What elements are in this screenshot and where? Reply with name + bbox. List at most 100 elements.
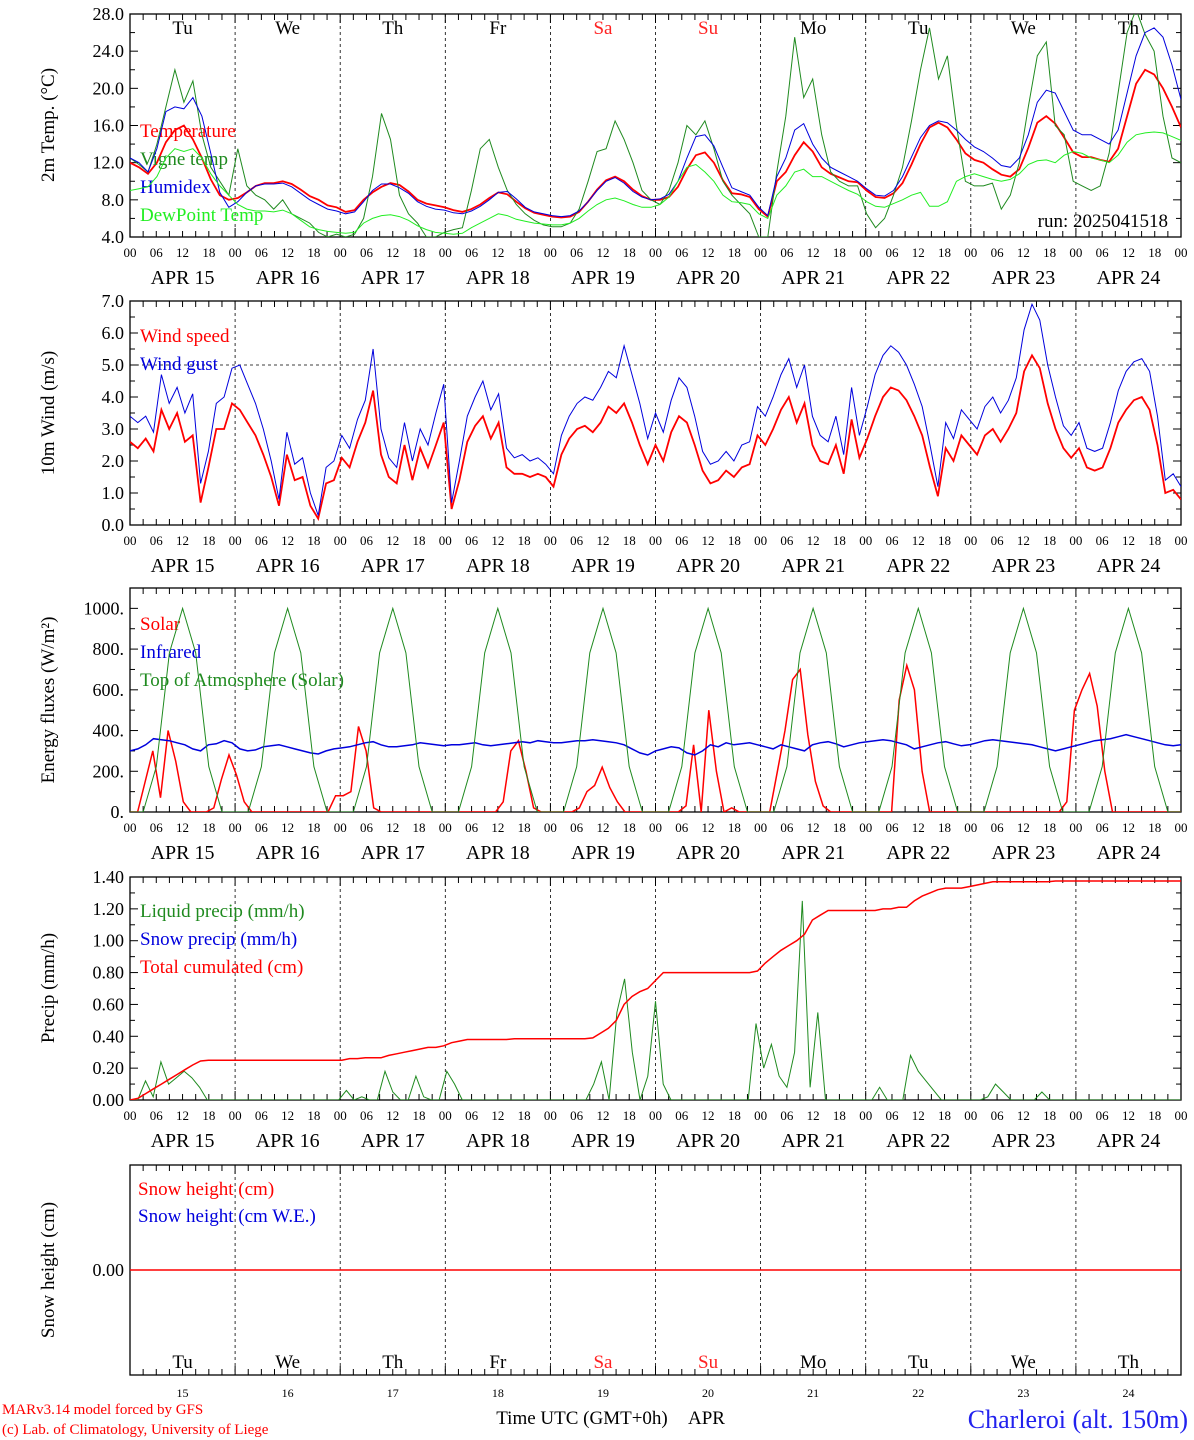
- y-tick-label: 0.40: [93, 1026, 125, 1046]
- hour-tick-label: 00: [229, 1108, 242, 1123]
- hour-tick-label: 18: [1148, 820, 1161, 835]
- day-name-label: Su: [698, 18, 719, 39]
- hour-tick-label: 00: [439, 820, 452, 835]
- hour-tick-label: 18: [202, 1108, 215, 1123]
- hour-tick-label: 18: [307, 1108, 320, 1123]
- hour-tick-label: 06: [780, 820, 794, 835]
- date-label: APR 19: [571, 267, 635, 289]
- hour-tick-label: 06: [360, 1108, 374, 1123]
- series-line: [130, 900, 1181, 1100]
- hour-tick-label: 00: [334, 533, 347, 548]
- hour-tick-label: 12: [491, 1108, 504, 1123]
- hour-tick-label: 18: [833, 245, 846, 260]
- day-name-label: Mo: [800, 1352, 826, 1373]
- hour-tick-label: 18: [518, 1108, 531, 1123]
- hour-tick-label: 06: [780, 245, 794, 260]
- hour-tick-label: 06: [150, 245, 164, 260]
- y-tick-label: 0.60: [93, 994, 125, 1014]
- hour-tick-label: 18: [307, 245, 320, 260]
- hour-tick-label: 00: [964, 245, 977, 260]
- hour-tick-label: 12: [281, 1108, 294, 1123]
- hour-tick-label: 00: [754, 533, 767, 548]
- hour-tick-label: 06: [570, 245, 584, 260]
- day-name-label: We: [1011, 18, 1036, 39]
- day-name-label: We: [1011, 1352, 1036, 1373]
- hour-tick-label: 12: [1122, 1108, 1135, 1123]
- date-label: APR 16: [256, 555, 320, 577]
- hour-tick-label: 12: [596, 1108, 609, 1123]
- hour-tick-label: 06: [675, 1108, 689, 1123]
- hour-tick-label: 06: [885, 533, 899, 548]
- day-name-label: Tu: [172, 18, 193, 39]
- day-name-label: Fr: [489, 18, 507, 39]
- footer-lab-credit: (c) Lab. of Climatology, University of L…: [2, 1422, 269, 1438]
- y-tick-label: 3.0: [102, 419, 125, 439]
- hour-tick-label: 00: [649, 245, 662, 260]
- series-line: [130, 353, 1181, 521]
- series-line: [130, 302, 1181, 516]
- hour-tick-label: 06: [255, 245, 269, 260]
- hour-tick-label: 18: [518, 533, 531, 548]
- date-label: APR 22: [886, 842, 950, 864]
- station-title: Charleroi (alt. 150m): [968, 1405, 1188, 1434]
- hour-tick-label: 18: [623, 820, 636, 835]
- day-name-label: Th: [382, 18, 404, 39]
- y-tick-label: 2.0: [102, 451, 125, 471]
- panel-snow: 0.00 Snow height (cm) Snow height (cm) Snow…: [38, 1164, 1182, 1400]
- date-label: APR 16: [256, 267, 320, 289]
- hour-tick-label: 12: [912, 1108, 925, 1123]
- y-tick-label: 28.0: [93, 4, 125, 24]
- day-name-label: Sa: [593, 18, 613, 39]
- date-label: APR 16: [256, 1130, 320, 1152]
- legend-entry: Top of Atmosphere (Solar): [140, 670, 344, 691]
- legend-entry: Liquid precip (mm/h): [140, 901, 305, 922]
- date-number-label: 18: [492, 1386, 504, 1400]
- date-label: APR 22: [886, 555, 950, 577]
- hour-tick-label: 18: [1043, 820, 1056, 835]
- hour-tick-label: 18: [938, 245, 951, 260]
- date-label: APR 15: [151, 842, 215, 864]
- y-tick-label: 12.0: [93, 153, 125, 173]
- hour-tick-label: 12: [491, 245, 504, 260]
- date-label: APR 23: [991, 555, 1055, 577]
- hour-tick-label: 00: [229, 533, 242, 548]
- date-number-label: 24: [1122, 1386, 1134, 1400]
- hour-tick-label: 00: [334, 1108, 347, 1123]
- hour-tick-label: 06: [675, 820, 689, 835]
- y-tick-label: 1.00: [93, 931, 125, 951]
- date-label: APR 20: [676, 555, 740, 577]
- y-tick-label: 20.0: [93, 78, 125, 98]
- hour-tick-label: 06: [570, 1108, 584, 1123]
- y-tick-label: 600.: [93, 680, 125, 700]
- y-tick-label: 5.0: [102, 355, 125, 375]
- hour-tick-label: 00: [439, 245, 452, 260]
- hour-tick-label: 06: [1096, 533, 1110, 548]
- series-line: [130, 131, 1181, 235]
- hour-tick-label: 00: [124, 820, 137, 835]
- date-label: APR 24: [1096, 267, 1160, 289]
- hour-tick-label: 00: [859, 245, 872, 260]
- date-label: APR 15: [151, 267, 215, 289]
- date-label: APR 17: [361, 1130, 425, 1152]
- series-line: [130, 27, 1181, 218]
- hour-tick-label: 00: [544, 533, 557, 548]
- hour-tick-label: 00: [1175, 245, 1188, 260]
- date-label: APR 20: [676, 1130, 740, 1152]
- date-number-label: 23: [1017, 1386, 1029, 1400]
- hour-tick-label: 00: [1175, 533, 1188, 548]
- hour-tick-label: 12: [1017, 533, 1030, 548]
- hour-tick-label: 06: [1096, 1108, 1110, 1123]
- date-label: APR 18: [466, 555, 530, 577]
- hour-tick-label: 12: [281, 245, 294, 260]
- hour-tick-label: 18: [1148, 245, 1161, 260]
- y-tick-label: 1000.: [84, 598, 125, 618]
- hour-tick-label: 12: [596, 820, 609, 835]
- hour-tick-label: 18: [728, 820, 741, 835]
- date-label: APR 17: [361, 267, 425, 289]
- series-line: [130, 880, 1181, 1100]
- date-label: APR 21: [781, 267, 845, 289]
- hour-tick-label: 18: [1148, 1108, 1161, 1123]
- day-name-label: Mo: [800, 18, 826, 39]
- hour-tick-label: 12: [176, 820, 189, 835]
